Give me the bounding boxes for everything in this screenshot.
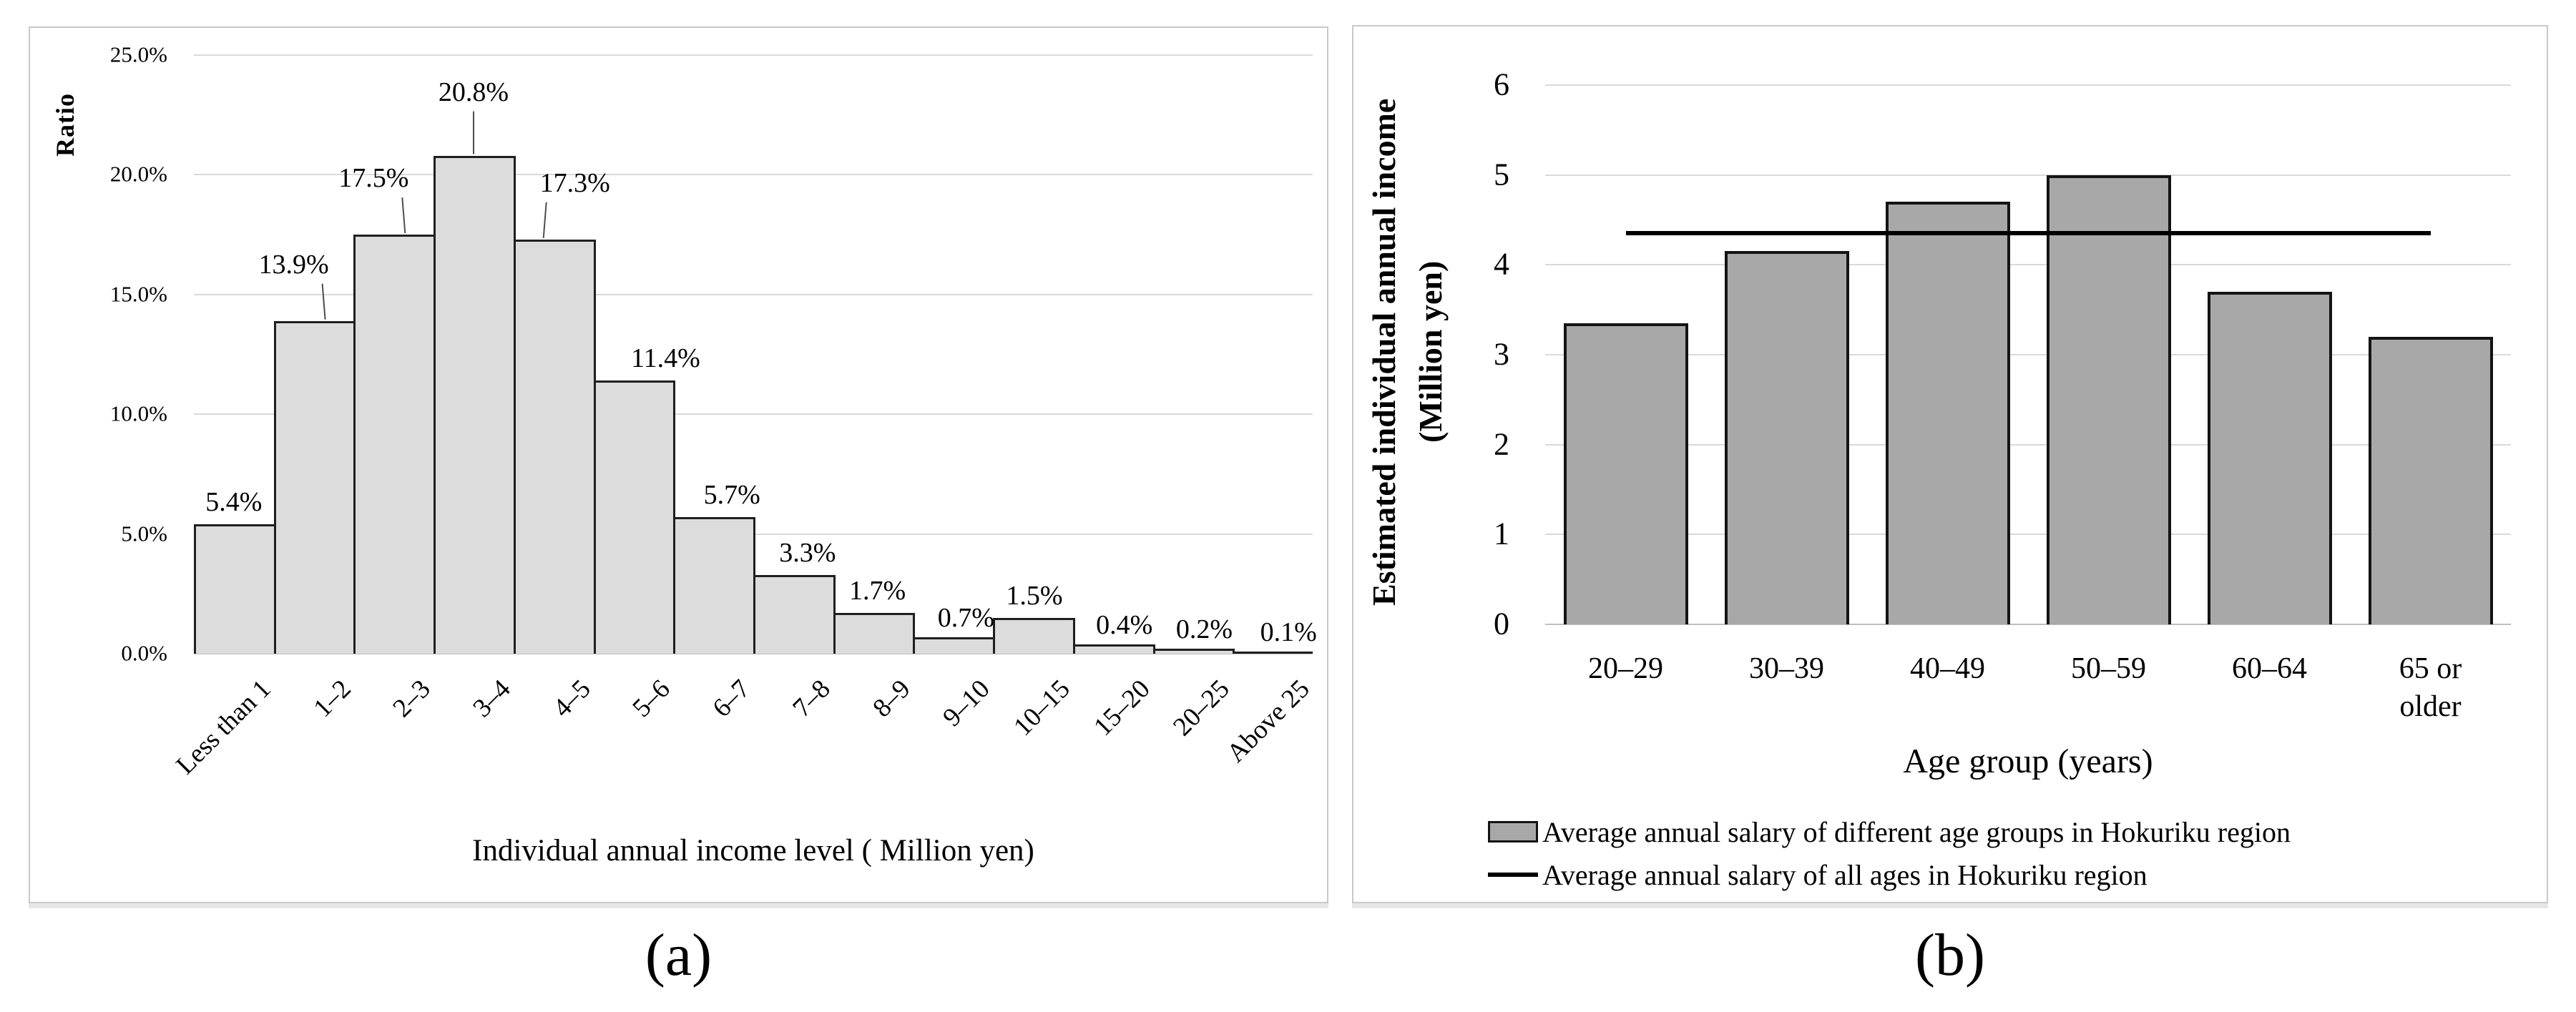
gridline [194,54,1313,56]
x-tick-label: 3–4 [467,674,516,723]
y-tick-label: 5.0% [121,520,167,546]
data-label-leader-lines [321,111,547,320]
legend-item-line: Average annual salary of all ages in Hok… [1488,853,2291,896]
bar [673,517,755,654]
data-label: 5.7% [703,480,760,511]
panel-age-salary: Estimated individual annual income (Mill… [1352,25,2548,903]
x-axis-title: Age group (years) [1903,742,2153,780]
data-label: 17.5% [338,163,409,194]
y-tick-label: 10.0% [109,401,167,426]
plot-area-income-distribution: 0.0% 5.0% 10.0% 15.0% 20.0% 25.0% 5.4% 13.9% 17.… [30,28,1327,902]
x-tick-label: 1–2 [308,674,357,723]
bar [1885,202,2010,624]
x-tick-label: 6–7 [707,674,756,723]
gridline [194,413,1313,416]
average-salary-line [1625,231,2431,236]
gridline [1545,174,2511,176]
data-label: 20.8% [438,77,509,107]
x-tick-label: 5–6 [627,674,677,723]
gridline [194,174,1313,176]
x-tick-label: 50–59 [2071,652,2146,685]
y-tick-label: 5 [1494,157,1509,192]
x-tick-label: 4–5 [547,674,597,723]
x-axis-title: Individual annual income level ( Million… [472,834,1034,868]
plot-area-age-salary: 0 1 2 3 4 5 6 20–29 30–39 40–49 50–59 60–64 65 or ol… [1353,26,2547,902]
data-label: 0.7% [937,602,994,633]
leader-line [401,197,406,234]
legend-item-bars: Average annual salary of different age g… [1488,810,2291,853]
caption-a: (a) [645,922,712,988]
data-label: 1.7% [848,576,906,606]
bar [993,617,1075,654]
panel-income-distribution: Ratio 0.0% 5.0% 10.0% 15.0% 20.0% 25.0% 5.4% 13… [29,26,1328,903]
data-label: 13.9% [258,249,329,280]
bar [1724,251,1849,624]
bar [194,524,276,654]
bar [833,613,916,654]
y-tick-label: 4 [1494,246,1509,282]
legend-label: Average annual salary of different age g… [1542,815,2291,848]
data-label: 11.4% [631,343,700,374]
bar [1152,649,1235,654]
y-tick-label: 20.0% [109,161,167,187]
bar [1233,651,1313,654]
y-tick-label: 1 [1494,516,1509,551]
x-tick-label: 65 or older [2399,652,2462,723]
gridline [1545,624,2511,625]
x-tick-label: 20–25 [1167,674,1236,742]
x-tick-label: 40–49 [1910,652,1985,685]
y-tick-label: 0 [1494,606,1509,642]
x-tick-label: 30–39 [1749,652,1824,685]
data-label: 5.4% [205,487,263,518]
gridline [1545,354,2511,355]
bar [1563,323,1688,624]
x-tick-label: Above 25 [1221,674,1316,769]
bar [753,574,836,654]
bar [434,155,516,654]
bar [2207,292,2332,624]
bar [593,380,676,654]
data-label: 0.2% [1175,614,1233,645]
y-tick-label: 2 [1494,426,1509,462]
y-tick-label: 0.0% [121,640,167,666]
gridline [1545,84,2511,86]
legend-label: Average annual salary of all ages in Hok… [1542,858,2148,891]
x-tick-label: 2–3 [387,674,436,723]
bar [913,637,996,654]
gridline [194,653,1313,654]
gridline [194,293,1313,295]
x-tick-label: Less than 1 [170,674,277,780]
data-label: 0.1% [1260,616,1317,647]
y-tick-label: 6 [1494,67,1509,102]
legend-line-swatch-icon [1488,873,1538,877]
gridline [1545,443,2511,446]
legend: Average annual salary of different age g… [1488,810,2291,896]
x-tick-label: 9–10 [937,674,996,733]
gridline [1545,534,2511,536]
legend-bar-swatch-icon [1488,821,1538,842]
bar [2368,336,2493,624]
data-label: 17.3% [539,167,610,198]
y-tick-label: 25.0% [109,41,167,67]
bar [2046,175,2171,624]
data-label: 3.3% [779,537,836,568]
y-tick-label: 15.0% [109,281,167,307]
x-tick-label: 8–9 [867,674,916,723]
bar [1072,644,1155,654]
x-tick-label: 15–20 [1088,674,1156,742]
x-tick-label: 7–8 [787,674,836,723]
x-tick-label: 20–29 [1588,652,1663,685]
gridline [1545,264,2511,266]
caption-b: (b) [1915,922,1985,988]
data-label: 1.5% [1006,580,1063,611]
leader-line [542,202,547,238]
bar [353,235,436,654]
y-tick-label: 3 [1494,336,1509,372]
x-tick-label: 10–15 [1008,674,1076,742]
data-label: 0.4% [1096,609,1153,640]
x-tick-label: 60–64 [2232,652,2307,685]
leader-line [321,283,326,320]
bar [513,239,596,654]
